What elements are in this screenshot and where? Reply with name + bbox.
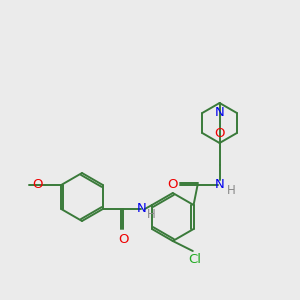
Text: Cl: Cl	[188, 253, 201, 266]
Text: H: H	[147, 208, 155, 221]
Text: O: O	[33, 178, 43, 191]
Text: O: O	[118, 233, 129, 246]
Text: N: N	[215, 178, 224, 191]
Text: N: N	[137, 202, 147, 215]
Text: H: H	[226, 184, 235, 197]
Text: N: N	[215, 106, 224, 119]
Text: O: O	[167, 178, 178, 191]
Text: O: O	[214, 127, 225, 140]
